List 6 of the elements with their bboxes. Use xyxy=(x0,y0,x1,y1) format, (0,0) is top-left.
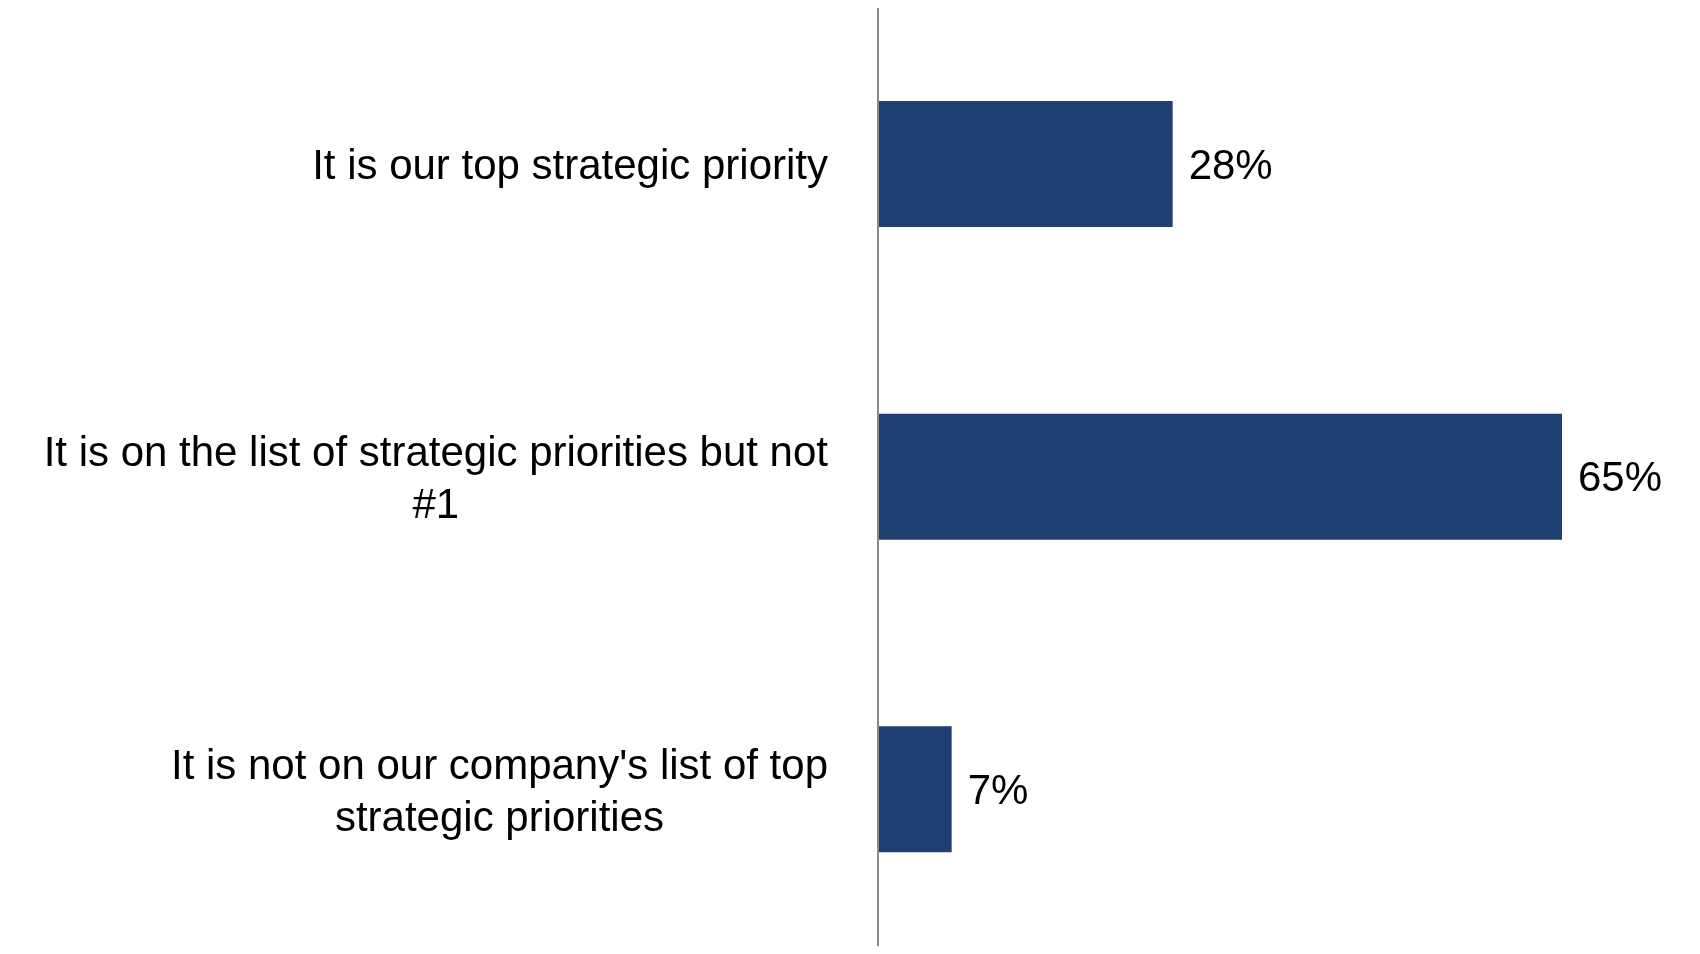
y-tick-label: It is not on our company's list of top strategic priorities xyxy=(170,740,828,840)
data-label: 28% xyxy=(1188,140,1273,188)
y-tick-label: It is our top strategic priority xyxy=(312,140,828,188)
data-label: 7% xyxy=(967,765,1029,813)
data-label: 65% xyxy=(1578,453,1663,501)
y-tick-label: It is on the list of strategic priorities but not #1 xyxy=(43,427,829,527)
